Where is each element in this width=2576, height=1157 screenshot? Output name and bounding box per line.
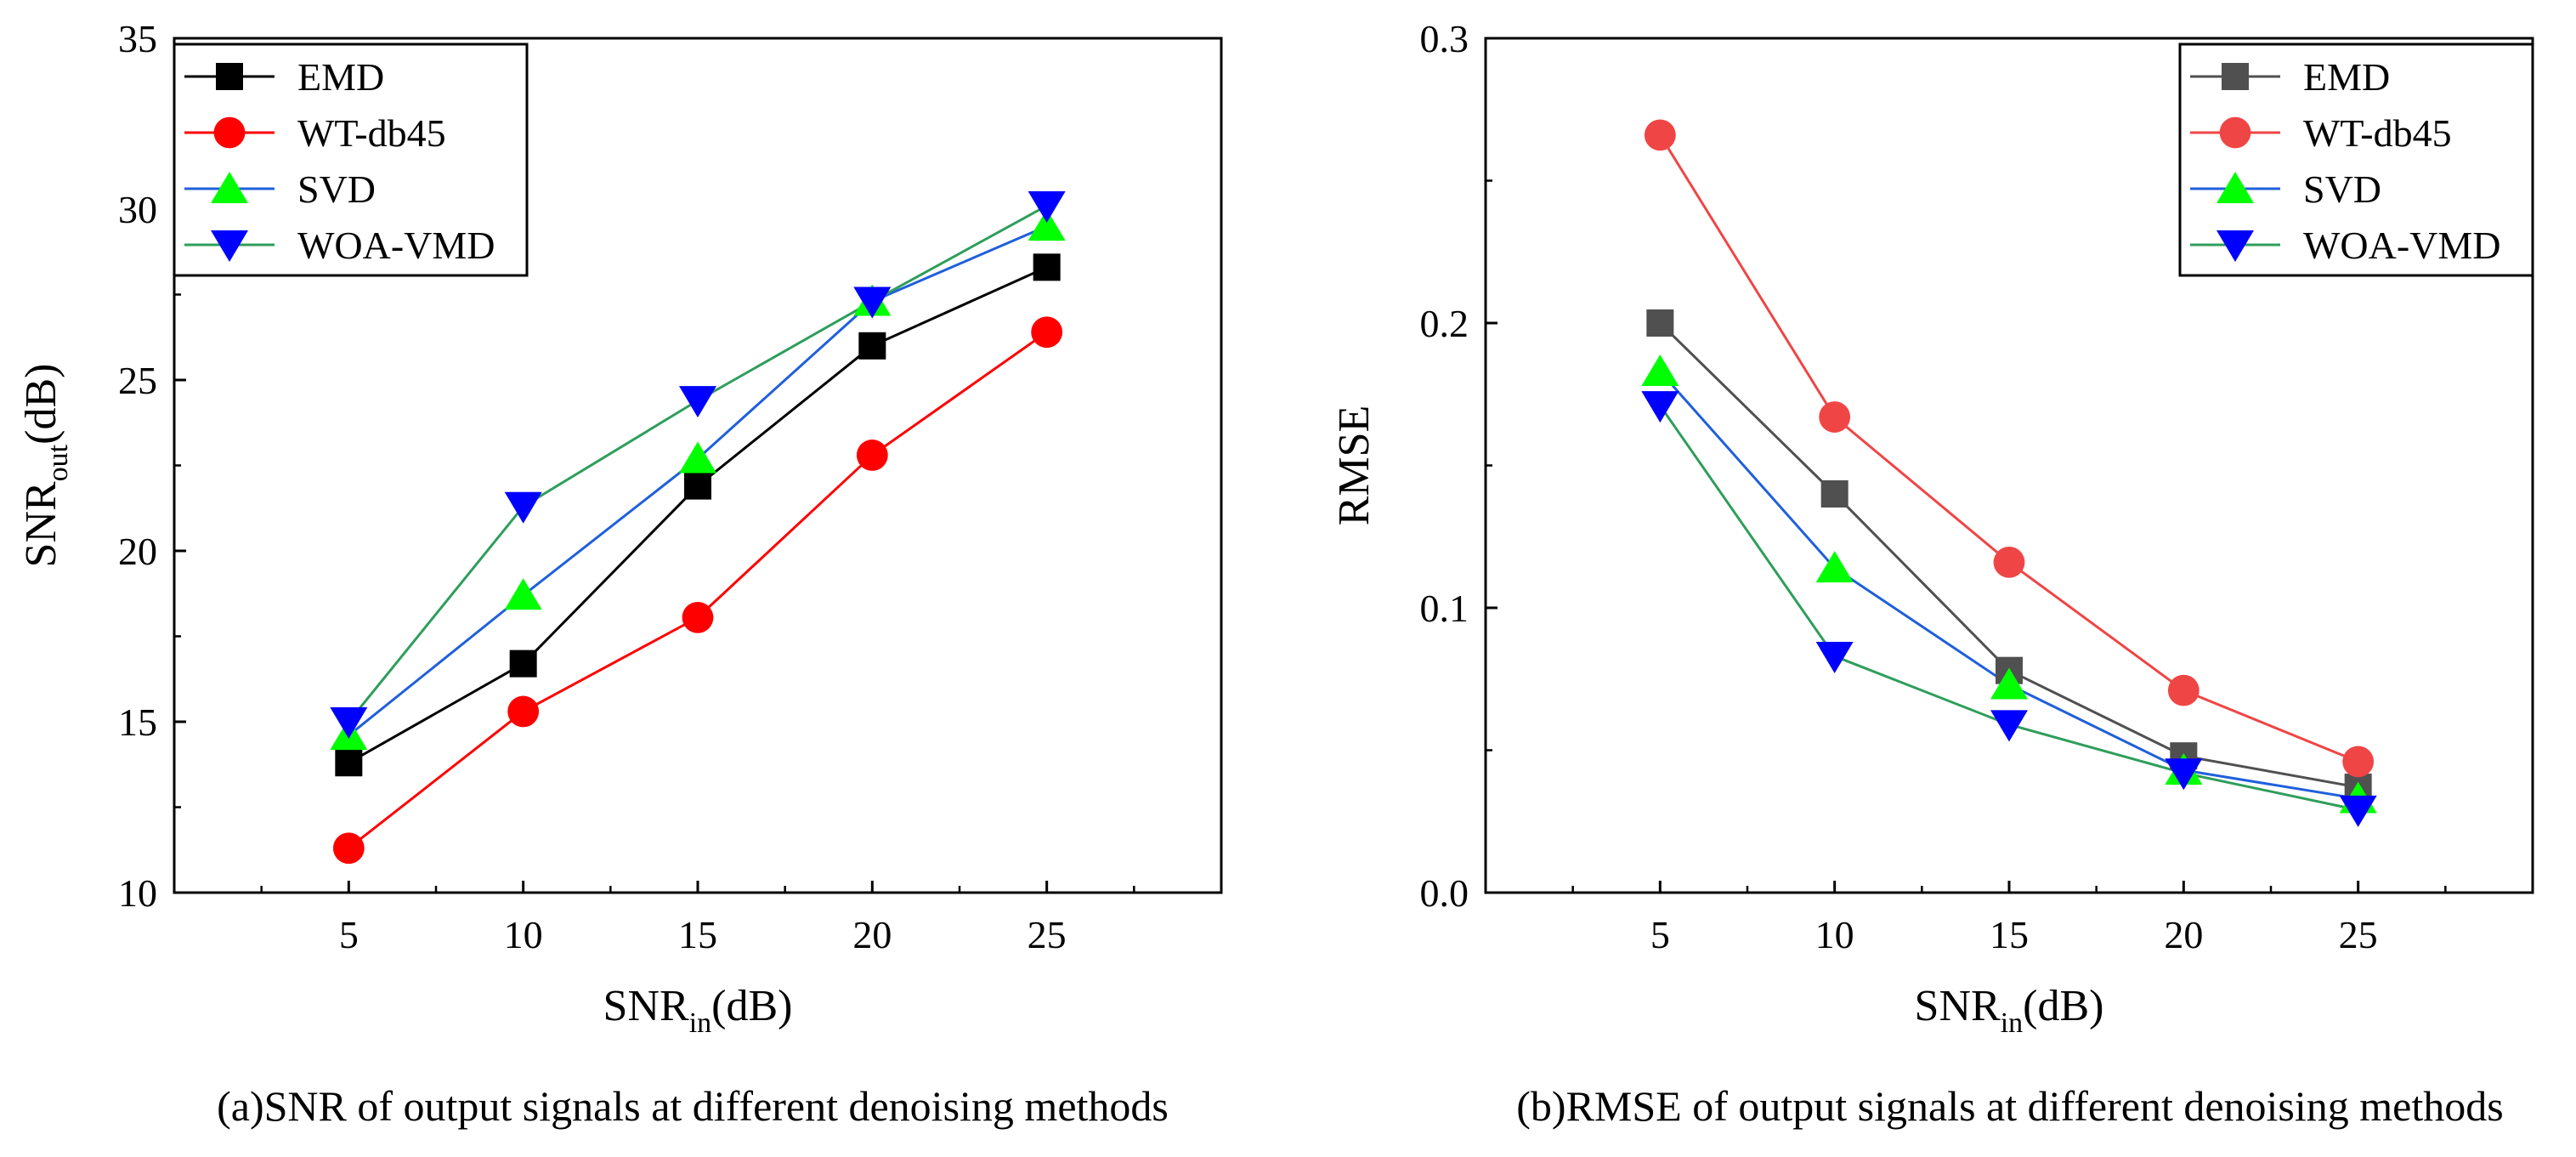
data-point-woa-vmd (1641, 391, 1679, 423)
legend-label: WOA-VMD (297, 224, 495, 267)
data-point-emd (1820, 480, 1848, 508)
x-tick-label: 25 (2339, 913, 2378, 956)
data-point-woa-vmd (679, 386, 716, 418)
data-point-woa-vmd (1990, 710, 2028, 742)
data-point-wt-db45 (1031, 316, 1063, 349)
x-axis-label-sub: in (689, 1007, 711, 1039)
legend-marker-emd (2222, 63, 2249, 90)
legend: EMD WT-db45 SVD WOA-VMD (173, 43, 529, 277)
y-tick-label: 30 (118, 188, 157, 231)
x-tick-label: 10 (1815, 913, 1854, 956)
y-axis-label: SNRout(dB) (17, 364, 74, 568)
x-tick-label: 15 (1990, 913, 2029, 956)
data-point-emd (335, 749, 363, 777)
data-point-svd (1815, 551, 1854, 583)
series-line-emd (348, 265, 1048, 764)
y-tick-label: 0.1 (1420, 587, 1469, 630)
y-axis-label: RMSE (1330, 406, 1379, 526)
y-tick-label: 15 (118, 700, 157, 744)
x-axis-label: SNRin(dB) (1915, 982, 2104, 1039)
data-point-svd (1028, 209, 1066, 241)
data-point-wt-db45 (2342, 746, 2375, 778)
legend-label: EMD (297, 55, 384, 99)
data-point-wt-db45 (1819, 401, 1851, 433)
y-axis-label-unit: (dB) (17, 364, 65, 445)
data-point-emd (1646, 309, 1674, 337)
legend-label: WT-db45 (2303, 111, 2452, 155)
data-point-wt-db45 (856, 440, 888, 471)
data-point-svd (1641, 354, 1679, 386)
y-tick-label: 0.3 (1420, 17, 1469, 60)
legend-marker-wt-db45 (2219, 116, 2251, 149)
legend-marker-svd (211, 172, 248, 203)
legend: EMD WT-db45 SVD WOA-VMD (2178, 43, 2534, 277)
data-point-wt-db45 (682, 601, 714, 633)
legend-marker-woa-vmd (211, 230, 248, 262)
y-axis-label-sub: out (42, 444, 74, 481)
data-point-svd (504, 578, 542, 610)
data-point-woa-vmd (853, 286, 892, 319)
x-axis-label-main: SNR (1915, 982, 2001, 1030)
series-line-woa-vmd (1659, 405, 2358, 812)
data-point-svd (679, 441, 716, 474)
x-axis-label-unit: (dB) (2023, 982, 2103, 1030)
legend-label: SVD (2303, 167, 2381, 211)
data-point-woa-vmd (330, 707, 368, 739)
data-point-wt-db45 (1993, 547, 2025, 578)
y-tick-label: 0.2 (1420, 302, 1469, 345)
x-tick-label: 5 (339, 913, 359, 956)
data-point-woa-vmd (2339, 795, 2377, 827)
y-tick-label: 0.0 (1420, 871, 1469, 915)
data-point-emd (509, 649, 537, 678)
legend-marker-wt-db45 (213, 116, 246, 149)
data-point-svd (1990, 667, 2028, 700)
legend-marker-svd (2216, 172, 2254, 203)
y-tick-label: 25 (118, 359, 157, 402)
legend-label: SVD (297, 167, 376, 211)
x-axis-label-unit: (dB) (711, 982, 792, 1030)
x-tick-label: 20 (2164, 913, 2203, 956)
data-point-wt-db45 (332, 832, 365, 865)
y-tick-label: 35 (118, 17, 157, 60)
chart-panel-b: 5 10 15 20 25 0.0 0.1 0.2 0.3 SNRin(dB) RMSE EMD WT-… (1330, 17, 2534, 1130)
x-tick-label: 5 (1650, 913, 1670, 956)
data-point-emd (858, 332, 886, 360)
legend-marker-woa-vmd (2216, 230, 2254, 262)
x-axis-label-sub: in (2001, 1007, 2023, 1039)
y-axis-label-main: SNR (17, 481, 65, 567)
data-point-woa-vmd (1815, 641, 1854, 673)
y-tick-label: 10 (118, 871, 157, 915)
data-point-woa-vmd (1028, 190, 1066, 223)
x-tick-label: 25 (1028, 913, 1067, 956)
data-point-emd (684, 472, 711, 500)
x-axis-label-main: SNR (603, 982, 689, 1030)
data-point-wt-db45 (2167, 674, 2200, 706)
chart-panel-a: 5 10 15 20 25101520253035SNRin(dB)SNRout(dB)… (17, 17, 1223, 1130)
x-axis-label: SNRin(dB) (603, 982, 793, 1039)
data-point-wt-db45 (1644, 119, 1676, 151)
data-point-woa-vmd (2165, 758, 2203, 791)
y-tick-label: 20 (118, 530, 157, 573)
legend-label: WOA-VMD (2303, 224, 2501, 267)
figure-caption: (a)SNR of output signals at different de… (217, 1082, 1169, 1130)
x-tick-label: 10 (504, 913, 543, 956)
data-point-woa-vmd (504, 491, 542, 524)
legend-label: WT-db45 (297, 111, 446, 155)
legend-label: EMD (2303, 55, 2390, 99)
x-tick-label: 15 (678, 913, 717, 956)
figure-caption: (b)RMSE of output signals at different d… (1516, 1082, 2503, 1130)
data-point-wt-db45 (507, 695, 540, 728)
x-tick-label: 20 (852, 913, 892, 956)
y-axis-label-main: RMSE (1330, 406, 1379, 526)
data-point-emd (1033, 253, 1061, 281)
legend-marker-emd (216, 63, 243, 90)
